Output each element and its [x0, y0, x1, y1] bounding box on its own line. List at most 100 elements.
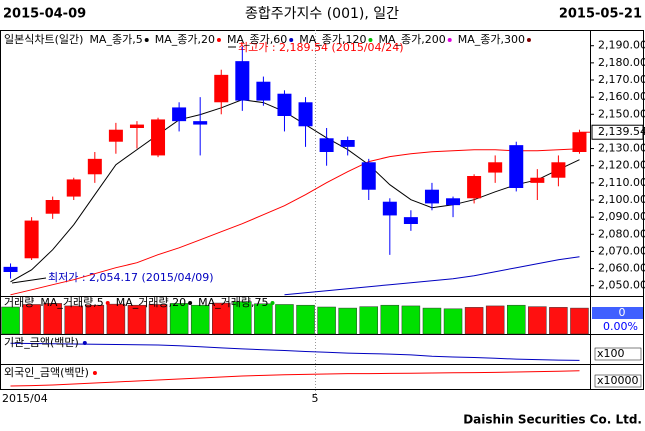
scale-box [594, 347, 642, 361]
frame [0, 30, 644, 390]
volume-bar [296, 304, 315, 335]
scale-label: x10000 [597, 374, 639, 387]
volume-bar [464, 307, 484, 335]
candle-body [403, 217, 418, 224]
volume-bar [570, 307, 589, 335]
y-tick-label: 2,050.00 [598, 279, 645, 292]
candle-body [446, 198, 461, 206]
y-tick-label: 2,120.00 [598, 159, 645, 172]
line [10, 342, 580, 361]
candle-body [193, 121, 208, 125]
volume-bar [380, 304, 400, 335]
candle-body [319, 138, 334, 152]
annotation-arrow [11, 277, 47, 284]
volume-bar [528, 306, 547, 335]
y-tick-label: 2,180.00 [598, 56, 645, 69]
y-tick-label: 2,130.00 [598, 142, 645, 155]
volume-bar [148, 304, 168, 335]
scale-label: x100 [597, 347, 625, 360]
candle-body [382, 201, 397, 216]
legend-dot [144, 38, 149, 42]
low-annotation: 최저가 : 2,054.17 (2015/04/09) [48, 271, 214, 284]
y-tick-label: 2,110.00 [598, 176, 645, 189]
candle-body [172, 107, 187, 122]
volume-bar [401, 305, 421, 335]
candle-body [361, 162, 376, 190]
volume-bar [254, 303, 273, 335]
candle-body [129, 124, 144, 128]
candle-body [509, 145, 524, 188]
volume-bar [443, 308, 463, 335]
line [284, 256, 580, 296]
candle-body [151, 119, 166, 156]
scale-box [594, 374, 642, 388]
candle-body [551, 162, 566, 178]
line [10, 99, 580, 283]
y-tick-label: 2,170.00 [598, 73, 645, 86]
legend-title: 거래량 [4, 296, 34, 309]
chart-title: 종합주가지수 (001), 일간 [245, 6, 399, 22]
legend-dot [82, 341, 87, 345]
candle-body [256, 81, 271, 101]
volume-bar [233, 301, 252, 335]
volume-bar [317, 306, 336, 335]
y-tick-label: 2,090.00 [598, 210, 645, 223]
volume-bar [169, 303, 189, 335]
candle-body [108, 129, 123, 142]
volume-bar [106, 303, 126, 335]
y-tick-label: 2,100.00 [598, 193, 645, 206]
x-tick-label: 2015/04 [2, 392, 48, 405]
start-date: 2015-04-09 [3, 7, 86, 22]
candle-body [572, 132, 587, 152]
volume-bar [127, 304, 147, 335]
legend-entry: MA_종가,60 [227, 33, 287, 46]
y-tick-label: 2,190.00 [598, 39, 645, 52]
candle-body [530, 177, 545, 183]
candle-body [87, 158, 102, 175]
legend-dot [105, 301, 110, 305]
line [10, 148, 580, 296]
high-annotation: 최고가 : 2,189.54 (2015/04/24) [238, 41, 404, 54]
legend-title: 외국인_금액(백만) [4, 366, 89, 379]
legend-dot [216, 38, 221, 42]
value-box-label: 0 [619, 306, 626, 319]
y-tick-label: 2,070.00 [598, 244, 645, 257]
candle-body [45, 200, 60, 214]
y-tick-label: 2,080.00 [598, 227, 645, 240]
volume-bar [1, 306, 20, 335]
candle-body [424, 189, 439, 204]
legend-title: 일본식차트(일간) [4, 32, 83, 46]
last-price-label: 2,139.54 [598, 125, 645, 138]
legend-entry: MA_거래량,5 [40, 296, 103, 309]
volume-bar [422, 307, 442, 335]
y-tick-label: 2,150.00 [598, 107, 645, 120]
candle-body [214, 74, 229, 103]
legend-dot [368, 38, 373, 42]
volume-bar [212, 302, 231, 335]
candle-body [467, 176, 482, 199]
volume-bar [275, 304, 294, 335]
candle-body [340, 140, 355, 147]
legend-entry: MA_종가,20 [155, 33, 215, 46]
legend-entry: MA_종가,300 [458, 33, 525, 46]
volume-bar [64, 305, 83, 335]
legend-entry: MA_거래량,75 [198, 296, 268, 309]
change-label: 0.00% [603, 320, 638, 333]
candle-body [298, 102, 313, 127]
legend-dot [270, 301, 275, 305]
candle-body [235, 61, 250, 101]
legend-dot [92, 371, 97, 375]
candle-body [24, 220, 39, 259]
candle-body [488, 162, 503, 173]
x-tick-label: 5 [312, 392, 319, 405]
volume-bar [549, 307, 568, 335]
volume-bar [338, 307, 357, 335]
legend-dot [188, 301, 193, 305]
volume-bar [22, 304, 41, 335]
last-price-box [591, 124, 644, 140]
volume-bar [85, 304, 105, 335]
value-box [592, 307, 643, 319]
y-tick-label: 2,160.00 [598, 90, 645, 103]
legend-dot [289, 38, 294, 42]
